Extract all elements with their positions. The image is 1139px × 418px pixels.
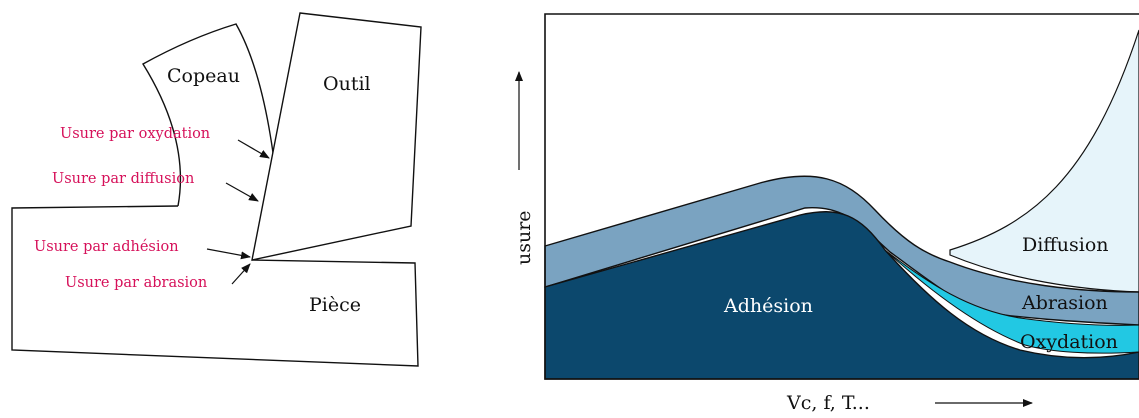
abrasion-region-label: Abrasion: [1021, 292, 1108, 314]
workpiece-outline: [11, 205, 179, 292]
y-axis-label: usure: [513, 210, 535, 265]
abrasion-region: [544, 175, 1139, 326]
x-axis-label: Vc, f, T...: [786, 392, 870, 414]
tool-shape: [251, 12, 422, 261]
adhesion-region: [544, 211, 1139, 380]
tool-label: Outil: [323, 73, 371, 95]
adhesion-wear-label: Usure par adhésion: [34, 239, 179, 255]
chip-label: Copeau: [167, 65, 240, 87]
cutting-diagram: Copeau Outil Pièce Usure par oxydation U…: [11, 12, 422, 367]
adhesion-arrow: [206, 248, 251, 260]
adhesion-region-label: Adhésion: [723, 295, 813, 317]
abrasion-wear-label: Usure par abrasion: [65, 275, 207, 291]
diffusion-wear-label: Usure par diffusion: [52, 171, 194, 187]
abrasion-arrow: [231, 263, 251, 285]
diffusion-region-label: Diffusion: [1022, 234, 1109, 256]
oxidation-region: [884, 249, 1139, 354]
diffusion-arrow: [225, 182, 259, 202]
oxidation-wear-label: Usure par oxydation: [60, 126, 210, 142]
chart-frame-outline: [544, 13, 1139, 380]
oxidation-arrow: [237, 139, 270, 159]
chip-shape: [142, 23, 275, 207]
wear-mechanisms-chart: Adhésion Diffusion Abrasion Oxydation us…: [513, 13, 1139, 414]
workpiece-label: Pièce: [309, 294, 361, 316]
oxidation-region-label: Oxydation: [1020, 331, 1118, 353]
workpiece-lower-outline: [11, 259, 419, 367]
